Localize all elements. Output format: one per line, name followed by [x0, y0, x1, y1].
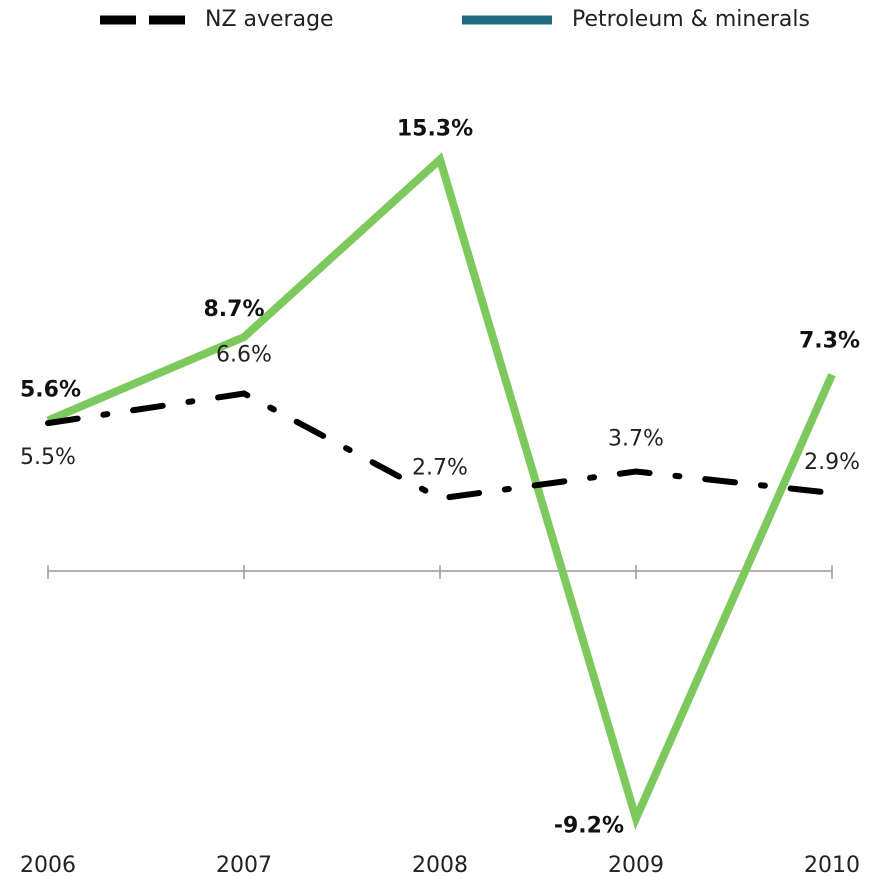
- x-tick-label: 2008: [412, 853, 468, 878]
- data-label: 7.3%: [799, 329, 860, 354]
- x-tick-label: 2006: [20, 853, 76, 878]
- data-label: 5.5%: [20, 445, 76, 470]
- data-label: 3.7%: [608, 427, 664, 452]
- x-tick-label: 2009: [608, 853, 664, 878]
- data-label: 8.7%: [203, 297, 264, 322]
- data-label: 2.9%: [804, 450, 860, 475]
- x-tick-label: 2007: [216, 853, 272, 878]
- data-label: 6.6%: [216, 343, 272, 368]
- legend-label: NZ average: [205, 7, 334, 32]
- x-tick-label: 2010: [804, 853, 860, 878]
- data-label: 5.6%: [20, 377, 81, 402]
- data-label: 15.3%: [397, 117, 473, 142]
- data-label: 2.7%: [412, 455, 468, 480]
- series-line: [45, 390, 835, 502]
- legend-label: Petroleum & minerals: [572, 7, 810, 32]
- series-line: [46, 152, 836, 831]
- data-label: -9.2%: [554, 813, 624, 838]
